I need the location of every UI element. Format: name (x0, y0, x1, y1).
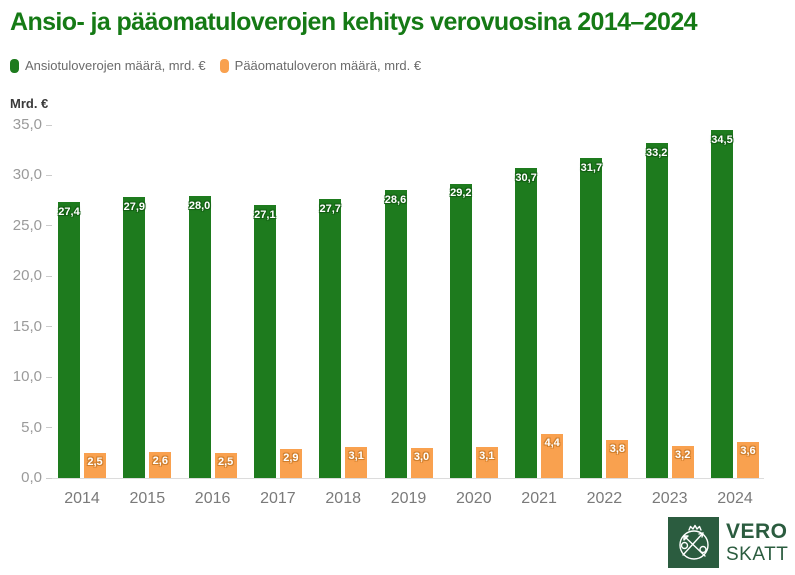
y-tick-mark (46, 124, 52, 126)
bar-value-label: 2,5 (217, 455, 234, 468)
legend-label: Pääomatuloveron määrä, mrd. € (234, 58, 422, 73)
bar-value-label: 27,7 (319, 202, 341, 215)
bar-ansiotuloverot-2017 (253, 204, 276, 478)
y-tick-label: 5,0 (21, 418, 42, 436)
y-axis-unit-label: Mrd. € (10, 96, 49, 111)
bar-value-label: 3,1 (479, 449, 495, 462)
bar-ansiotuloverot-2014 (58, 201, 80, 478)
bar-value-label: 3,6 (740, 444, 756, 457)
x-axis-label: 2015 (129, 490, 166, 507)
y-tick-mark (46, 376, 52, 378)
x-axis-label: 2023 (651, 490, 688, 507)
plot-area: 0,0 5,0 10,0 15,0 20,0 25,0 30,0 35,0 27,4 2,5 201… (13, 116, 764, 507)
bar-value-label: 29,2 (450, 187, 472, 200)
bar-ansiotuloverot-2019 (384, 189, 407, 478)
x-axis-label: 2019 (390, 490, 427, 507)
legend-label: Ansiotuloverojen määrä, mrd. € (25, 58, 206, 73)
bar-value-label: 3,2 (675, 448, 691, 461)
bar-ansiotuloverot-2018 (319, 198, 342, 478)
bar-paaomatulovero-2023 (671, 445, 694, 478)
y-tick-mark (46, 225, 52, 227)
vero-logo-wordmark: VERO SKATT (726, 521, 788, 564)
y-tick-label: 30,0 (12, 166, 42, 184)
bar-value-label: 30,7 (515, 172, 537, 185)
bar-ansiotuloverot-2023 (645, 143, 668, 478)
bar-value-label: 3,8 (609, 442, 626, 455)
y-tick-label: 20,0 (12, 267, 42, 285)
bar-paaomatulovero-2016 (214, 452, 237, 478)
bar-ansiotuloverot-2024 (711, 130, 733, 478)
bar-paaomatulovero-2014 (84, 452, 106, 478)
bar-paaomatulovero-2020 (475, 446, 498, 478)
bar-value-label: 34,5 (711, 134, 733, 147)
bar-value-label: 3,0 (413, 450, 430, 463)
x-axis-label: 2022 (586, 490, 623, 507)
x-axis-label: 2020 (456, 490, 492, 507)
bar-value-label: 4,4 (544, 436, 560, 449)
bar-ansiotuloverot-2022 (580, 158, 603, 478)
bar-ansiotuloverot-2020 (449, 183, 472, 478)
y-tick-label: 25,0 (12, 216, 42, 234)
legend-swatch-green (10, 58, 19, 73)
legend-swatch-orange (219, 58, 229, 73)
y-tick-mark (46, 326, 52, 328)
bar-paaomatulovero-2015 (149, 451, 172, 478)
bar-ansiotuloverot-2015 (123, 196, 146, 478)
bar-paaomatulovero-2017 (279, 448, 302, 478)
chart-title: Ansio- ja pääomatuloverojen kehitys vero… (10, 8, 698, 36)
tax-administration-emblem-icon (678, 524, 709, 560)
bar-value-label: 28,6 (384, 193, 407, 206)
y-tick-mark (46, 477, 52, 479)
bar-value-label: 2,6 (152, 454, 168, 467)
x-axis-label: 2017 (260, 490, 296, 507)
bar-value-label: 33,2 (645, 147, 668, 160)
y-tick-mark (46, 275, 52, 277)
x-axis-label: 2016 (194, 490, 231, 507)
x-axis-baseline (52, 478, 764, 479)
vero-logo: VERO SKATT (668, 517, 788, 568)
bar-value-label: 27,9 (123, 200, 146, 213)
x-axis-label: 2021 (521, 490, 557, 507)
y-tick-label: 15,0 (12, 317, 42, 335)
skatt-wordmark: SKATT (726, 544, 789, 565)
x-axis-label: 2014 (64, 490, 100, 507)
vero-wordmark: VERO (726, 520, 788, 543)
y-tick-label: 0,0 (21, 469, 42, 486)
legend-item-capital-income-tax: Pääomatuloveron määrä, mrd. € (219, 58, 422, 73)
bar-value-label: 28,0 (188, 199, 211, 212)
bar-paaomatulovero-2024 (737, 441, 759, 478)
bar-ansiotuloverot-2016 (188, 195, 211, 478)
bar-paaomatulovero-2021 (541, 433, 564, 478)
vero-logo-square (668, 517, 719, 568)
bar-paaomatulovero-2022 (606, 439, 629, 478)
legend: Ansiotuloverojen määrä, mrd. € Pääomatul… (10, 58, 421, 73)
bar-paaomatulovero-2019 (410, 447, 433, 478)
bar-value-label: 3,1 (348, 449, 364, 462)
y-tick-mark (46, 174, 52, 176)
bar-value-label: 27,4 (58, 205, 80, 218)
legend-item-earned-income-tax: Ansiotuloverojen määrä, mrd. € (10, 58, 206, 73)
x-axis-label: 2024 (717, 490, 753, 507)
y-tick-label: 35,0 (12, 116, 42, 133)
bar-value-label: 2,5 (87, 455, 103, 468)
bar-value-label: 2,9 (283, 451, 299, 464)
bar-ansiotuloverot-2021 (515, 168, 538, 478)
bar-paaomatulovero-2018 (345, 446, 368, 478)
y-tick-mark (46, 427, 52, 429)
y-tick-label: 10,0 (12, 368, 42, 386)
bar-value-label: 27,1 (254, 208, 276, 221)
bar-value-label: 31,7 (580, 162, 603, 175)
x-axis-label: 2018 (325, 490, 361, 507)
